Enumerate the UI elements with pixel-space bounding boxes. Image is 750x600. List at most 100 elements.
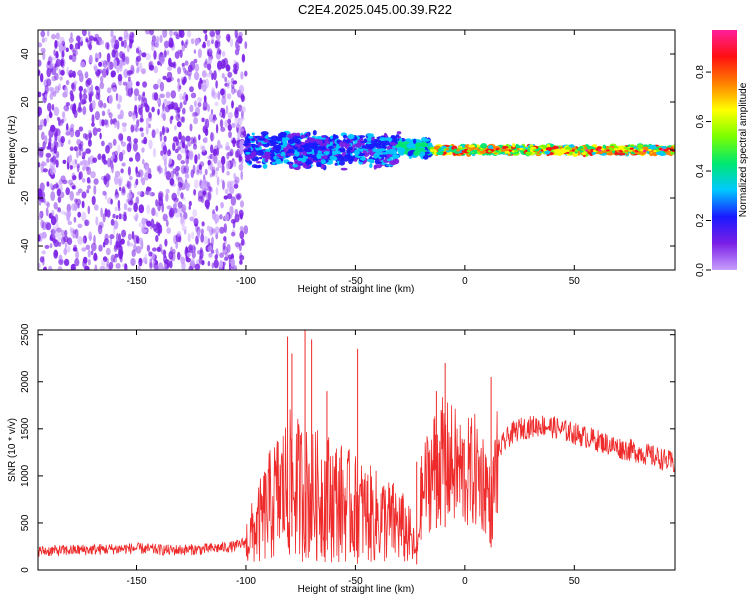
snr-xtick-label: -50 xyxy=(348,576,363,587)
heatmap-cell xyxy=(204,127,209,137)
heatmap-cell xyxy=(318,145,326,150)
heatmap-cell xyxy=(83,88,87,95)
spectrogram-ytick-label: -40 xyxy=(20,238,31,253)
heatmap-cell xyxy=(128,242,134,247)
heatmap-cell xyxy=(63,247,68,256)
heatmap-cell xyxy=(110,218,115,226)
heatmap-cell xyxy=(236,194,241,201)
heatmap-cell xyxy=(413,150,420,156)
heatmap-cell xyxy=(168,40,174,48)
heatmap-cell xyxy=(41,37,45,43)
heatmap-cell xyxy=(85,148,91,154)
heatmap-cell xyxy=(415,147,419,151)
heatmap-cell xyxy=(207,57,212,65)
heatmap-cell xyxy=(169,30,173,37)
spectrogram-panel: -150 -100 -50 0 50 -40 -20 0 20 40 Height of stra… xyxy=(7,29,676,295)
heatmap-cell xyxy=(157,60,161,66)
heatmap-cell xyxy=(184,145,188,154)
heatmap-cell xyxy=(207,245,213,253)
heatmap-cell xyxy=(117,93,122,104)
heatmap-cell xyxy=(118,213,122,220)
heatmap-cell xyxy=(133,124,138,132)
heatmap-cell xyxy=(121,53,126,62)
heatmap-cell xyxy=(226,243,231,253)
heatmap-cell xyxy=(54,213,59,223)
heatmap-cell xyxy=(227,193,233,200)
heatmap-cell xyxy=(69,190,74,201)
heatmap-cell xyxy=(39,210,44,219)
heatmap-cell xyxy=(215,80,218,89)
heatmap-cell xyxy=(348,158,353,165)
heatmap-cell xyxy=(338,141,347,148)
heatmap-cell xyxy=(406,143,410,148)
heatmap-cell xyxy=(637,144,644,150)
heatmap-cell xyxy=(94,264,98,270)
heatmap-cell xyxy=(159,35,163,43)
heatmap-cell xyxy=(223,57,229,68)
heatmap-cell xyxy=(225,105,229,115)
heatmap-cell xyxy=(114,175,119,185)
heatmap-cell xyxy=(42,197,46,203)
heatmap-cell xyxy=(227,118,232,125)
heatmap-cell xyxy=(155,211,159,217)
heatmap-cell xyxy=(177,207,183,213)
heatmap-cell xyxy=(231,231,236,237)
heatmap-cell xyxy=(254,156,259,161)
snr-xtick-label: 50 xyxy=(569,576,581,587)
heatmap-cell xyxy=(339,160,345,166)
heatmap-cell xyxy=(334,162,338,166)
heatmap-cell xyxy=(655,149,660,152)
heatmap-cell xyxy=(49,183,54,189)
heatmap-cell xyxy=(197,48,202,59)
heatmap-cell xyxy=(137,62,143,72)
heatmap-cell xyxy=(79,99,86,105)
heatmap-cell xyxy=(366,158,375,163)
heatmap-cell xyxy=(210,161,213,171)
heatmap-cell xyxy=(99,82,105,90)
heatmap-cell xyxy=(72,229,77,235)
heatmap-cell xyxy=(96,53,101,60)
heatmap-cell xyxy=(99,132,102,140)
heatmap-cell xyxy=(397,140,402,146)
heatmap-cell xyxy=(235,33,239,42)
heatmap-cell xyxy=(91,195,96,206)
colorbar: 0.0 0.2 0.4 0.6 0.8 Normalized spectral ampl… xyxy=(695,30,749,277)
heatmap-cell xyxy=(112,226,116,235)
heatmap-cell xyxy=(182,107,186,115)
heatmap-cell xyxy=(396,131,402,135)
heatmap-cell xyxy=(43,266,47,270)
heatmap-cell xyxy=(57,266,63,270)
heatmap-cell xyxy=(183,67,187,74)
heatmap-cell xyxy=(135,178,139,186)
heatmap-cell xyxy=(323,151,330,155)
heatmap-cell xyxy=(558,149,563,152)
heatmap-cell xyxy=(388,148,396,155)
heatmap-cell xyxy=(222,180,225,190)
heatmap-cell xyxy=(156,246,161,252)
heatmap-cell xyxy=(51,209,55,216)
heatmap-cell xyxy=(381,152,390,155)
heatmap-cell xyxy=(181,204,187,214)
heatmap-cell xyxy=(193,58,198,64)
heatmap-cell xyxy=(390,142,397,146)
heatmap-cell xyxy=(374,148,383,153)
heatmap-cell xyxy=(113,220,119,230)
heatmap-cell xyxy=(233,80,237,85)
heatmap-cell xyxy=(60,118,65,124)
heatmap-cell xyxy=(234,107,239,115)
heatmap-cell xyxy=(113,43,119,50)
heatmap-cell xyxy=(127,166,131,176)
heatmap-cell xyxy=(153,92,159,101)
heatmap-cell xyxy=(294,150,300,157)
heatmap-cell xyxy=(88,231,93,241)
heatmap-cell xyxy=(173,31,179,36)
heatmap-cell xyxy=(141,68,146,75)
heatmap-cell xyxy=(122,125,127,132)
heatmap-cell xyxy=(147,173,152,180)
heatmap-cell xyxy=(211,262,214,269)
heatmap-cell xyxy=(495,148,500,151)
heatmap-cell xyxy=(53,183,59,189)
heatmap-cell xyxy=(273,144,280,150)
heatmap-cell xyxy=(321,155,326,159)
heatmap-cell xyxy=(174,125,177,131)
